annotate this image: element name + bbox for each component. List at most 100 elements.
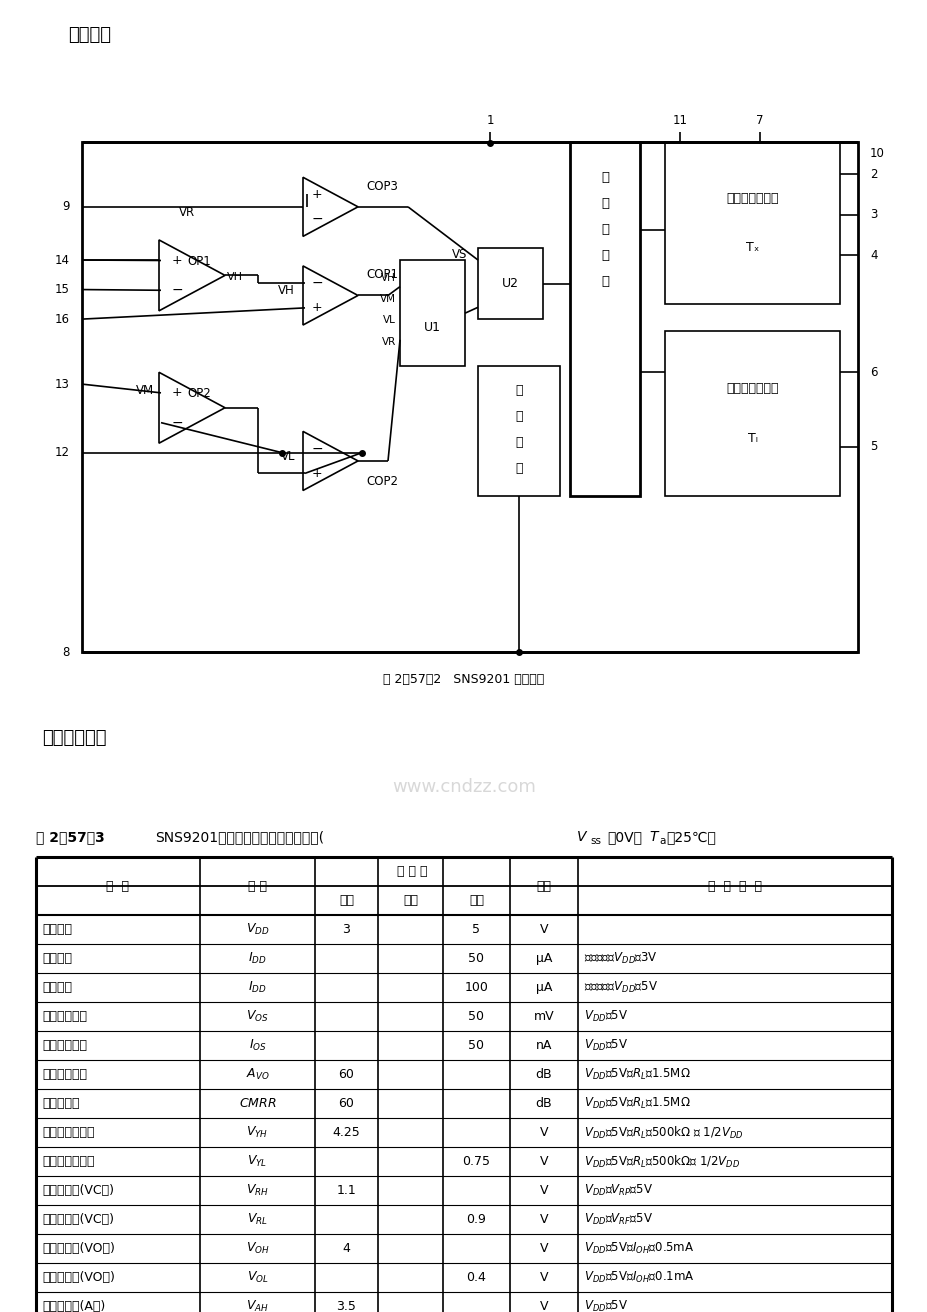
Bar	[400, 260, 464, 366]
Text: 电: 电	[514, 436, 522, 449]
Text: $V_{YH}$: $V_{YH}$	[246, 1124, 268, 1140]
Text: 控: 控	[601, 223, 608, 236]
Text: 最小: 最小	[338, 893, 353, 907]
Text: $I_{DD}$: $I_{DD}$	[248, 980, 267, 994]
Text: 电气技术指标: 电气技术指标	[42, 729, 107, 747]
Text: 态: 态	[601, 197, 608, 210]
Text: 输入低电平(VC端): 输入低电平(VC端)	[42, 1214, 114, 1225]
Text: 1.1: 1.1	[337, 1183, 356, 1197]
Text: VM: VM	[379, 294, 396, 304]
Text: 4: 4	[870, 249, 877, 261]
Text: 测  试  条  件: 测 试 条 件	[707, 879, 761, 892]
Text: 输出空载，$V_{DD}$＝5V: 输出空载，$V_{DD}$＝5V	[583, 980, 657, 994]
Text: $V_{DD}$＝5V: $V_{DD}$＝5V	[583, 1009, 628, 1025]
Text: 15: 15	[55, 283, 70, 297]
Text: −: −	[171, 283, 183, 298]
Text: 开环电压增益: 开环电压增益	[42, 1068, 87, 1081]
Text: 运放输出高电平: 运放输出高电平	[42, 1126, 95, 1139]
Text: 源: 源	[514, 462, 522, 475]
Text: nA: nA	[535, 1039, 552, 1052]
Text: V: V	[540, 1155, 548, 1168]
Text: 电源电压: 电源电压	[42, 924, 72, 935]
Text: 典型: 典型	[402, 893, 417, 907]
Text: 5: 5	[870, 441, 876, 453]
Text: V: V	[540, 924, 548, 935]
Text: 延迟时间定时器: 延迟时间定时器	[726, 192, 778, 205]
Text: 1: 1	[486, 114, 493, 127]
Text: 3.5: 3.5	[337, 1300, 356, 1312]
Bar	[569, 142, 640, 496]
Text: 5: 5	[472, 924, 480, 935]
Text: 50: 50	[468, 1039, 484, 1052]
Text: 7: 7	[756, 114, 763, 127]
Text: OP2: OP2	[187, 387, 210, 400]
Text: 12: 12	[55, 446, 70, 459]
Text: COP3: COP3	[365, 180, 398, 193]
Text: 11: 11	[672, 114, 687, 127]
Text: 13: 13	[55, 378, 70, 391]
Text: VH: VH	[227, 272, 243, 282]
Text: $V_{DD}$＝5V，$I_{OH}$＝0.5mA: $V_{DD}$＝5V，$I_{OH}$＝0.5mA	[583, 1241, 693, 1256]
Text: 4: 4	[342, 1242, 350, 1256]
Text: 逻辑框图: 逻辑框图	[68, 26, 111, 45]
Text: SNS9201电气技术指标符号及参数值(: SNS9201电气技术指标符号及参数值(	[155, 830, 324, 844]
Text: +: +	[171, 386, 182, 399]
Text: μA: μA	[535, 953, 552, 966]
Text: 考: 考	[514, 409, 522, 422]
Text: $CMRR$: $CMRR$	[238, 1097, 276, 1110]
Text: +: +	[311, 467, 322, 480]
Text: 输入高电平(VO端): 输入高电平(VO端)	[42, 1242, 115, 1256]
Text: 电源电流: 电源电流	[42, 953, 72, 966]
Text: 60: 60	[338, 1068, 354, 1081]
Text: 10: 10	[870, 147, 884, 160]
Text: $V_{DD}$＝$V_{RF}$＝5V: $V_{DD}$＝$V_{RF}$＝5V	[583, 1212, 653, 1227]
Text: 输入失调电压: 输入失调电压	[42, 1010, 87, 1023]
Text: 符 号: 符 号	[248, 879, 267, 892]
Text: 名  称: 名 称	[107, 879, 130, 892]
Text: ＝25℃）: ＝25℃）	[666, 830, 715, 844]
Text: $V_{RL}$: $V_{RL}$	[247, 1212, 268, 1227]
Text: VH: VH	[278, 285, 295, 298]
Text: 单位: 单位	[536, 879, 551, 892]
Text: VS: VS	[451, 248, 467, 261]
Text: $I_{OS}$: $I_{OS}$	[248, 1038, 266, 1054]
Text: $V_{DD}$＝5V，$R_L$＝1.5MΩ: $V_{DD}$＝5V，$R_L$＝1.5MΩ	[583, 1096, 690, 1111]
Text: $V_{OS}$: $V_{OS}$	[246, 1009, 269, 1025]
Text: 输出空载，$V_{DD}$＝3V: 输出空载，$V_{DD}$＝3V	[583, 951, 657, 966]
Text: 输入高电平(A端): 输入高电平(A端)	[42, 1300, 105, 1312]
Bar	[665, 142, 839, 304]
Text: 参 数 值: 参 数 值	[397, 865, 427, 878]
Text: +: +	[171, 255, 182, 266]
Text: $I_{DD}$: $I_{DD}$	[248, 951, 267, 966]
Text: $V_{DD}$＝5V，$R_L$＝500kΩ接 1/2$V_{DD}$: $V_{DD}$＝5V，$R_L$＝500kΩ接 1/2$V_{DD}$	[583, 1153, 739, 1169]
Text: U1: U1	[424, 321, 440, 333]
Text: 0.75: 0.75	[462, 1155, 490, 1168]
Text: V: V	[540, 1214, 548, 1225]
Text: V: V	[540, 1183, 548, 1197]
Text: 9: 9	[62, 201, 70, 214]
Text: 100: 100	[464, 981, 488, 994]
Text: −: −	[311, 213, 323, 226]
Text: 50: 50	[468, 953, 484, 966]
Bar	[665, 331, 839, 496]
Text: −: −	[171, 416, 183, 429]
Bar	[477, 248, 542, 319]
Text: 3: 3	[870, 209, 876, 222]
Text: 3: 3	[342, 924, 350, 935]
Text: 图 2－57－2   SNS9201 逻辑框图: 图 2－57－2 SNS9201 逻辑框图	[383, 673, 544, 686]
Text: 输入失调电流: 输入失调电流	[42, 1039, 87, 1052]
Text: VL: VL	[383, 315, 396, 325]
Text: VH: VH	[381, 273, 396, 283]
Text: $V_{OL}$: $V_{OL}$	[247, 1270, 268, 1284]
Text: V: V	[540, 1271, 548, 1284]
Text: V: V	[540, 1126, 548, 1139]
Text: 8: 8	[62, 646, 70, 659]
Text: 50: 50	[468, 1010, 484, 1023]
Text: 表 2－57－3: 表 2－57－3	[36, 830, 105, 844]
Text: 制: 制	[601, 249, 608, 262]
Text: ss: ss	[590, 836, 601, 846]
Text: 0.9: 0.9	[466, 1214, 486, 1225]
Text: 器: 器	[601, 274, 608, 287]
Text: 60: 60	[338, 1097, 354, 1110]
Text: COP1: COP1	[365, 268, 398, 281]
